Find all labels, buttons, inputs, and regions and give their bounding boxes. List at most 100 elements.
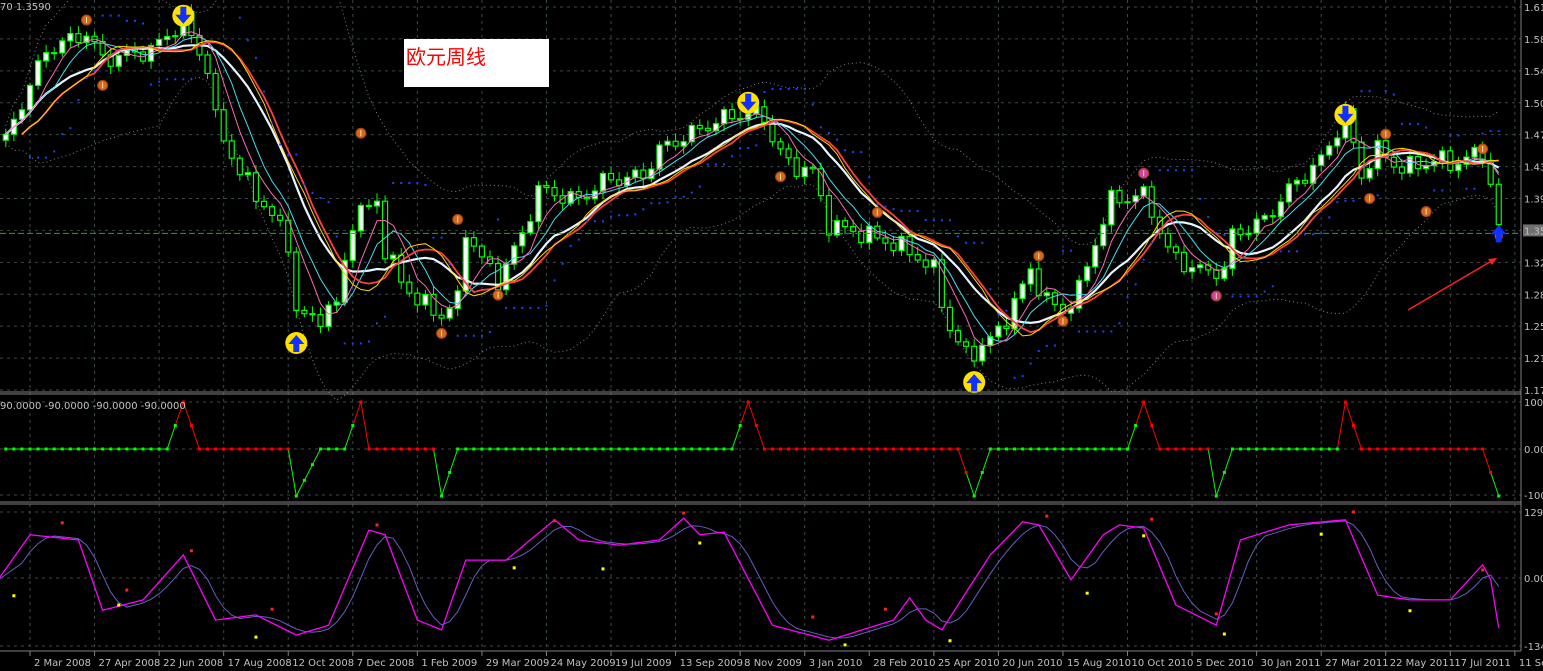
price-panel[interactable] [0, 0, 1521, 401]
candle-body [1398, 166, 1406, 174]
candle [260, 195, 268, 210]
signal-point [1045, 447, 1049, 451]
signal-point [722, 447, 726, 451]
signal-point [93, 447, 97, 451]
candle [963, 338, 970, 354]
candle-body [825, 195, 833, 236]
signal-point [52, 447, 56, 451]
parabolic-sar-dot [1417, 122, 1420, 125]
parabolic-sar-dot [61, 133, 64, 136]
candle-body [946, 306, 954, 332]
candle [75, 26, 82, 48]
signal-point [1384, 447, 1388, 451]
candle [914, 246, 921, 264]
signal-point [609, 447, 613, 451]
candle [99, 33, 106, 59]
signal-point [488, 447, 492, 451]
oscillator-red-dot [1045, 514, 1049, 518]
parabolic-sar-dot [303, 183, 306, 186]
signal-point [520, 447, 524, 451]
candle-body [1092, 245, 1099, 268]
candle [1132, 189, 1139, 210]
signal-point [1029, 447, 1033, 451]
oscillator-yellow-dot [601, 567, 605, 571]
parabolic-sar-dot [1360, 90, 1363, 93]
signal-line-segment [1127, 425, 1137, 450]
candle-body [325, 304, 332, 328]
oscillator-axis-label: 0.00 [1524, 574, 1543, 585]
candle [688, 122, 695, 146]
candle-body [1132, 195, 1139, 203]
parabolic-sar-dot [666, 201, 669, 204]
oscillator-yellow-dot [948, 639, 952, 643]
candle [43, 44, 50, 68]
candle-body [172, 35, 179, 38]
price-axis-label: 1.35 [1524, 226, 1543, 237]
oscillator-axis-label: -134 [1524, 642, 1543, 653]
oscillator-yellow-dot [117, 603, 121, 607]
parabolic-sar-dot [335, 235, 338, 238]
candle [567, 188, 574, 207]
signal-point [1101, 447, 1105, 451]
signal-axis-label: -100 [1524, 491, 1543, 502]
candle [1326, 141, 1333, 160]
parabolic-sar-dot [739, 147, 742, 150]
signal-point [391, 447, 395, 451]
signal-point [1351, 424, 1355, 427]
candle-body [269, 206, 276, 216]
time-axis-label: 24 May 2009 [550, 658, 615, 669]
signal-point [641, 447, 645, 451]
parabolic-sar-dot [1174, 169, 1177, 172]
parabolic-sar-dot [1207, 216, 1210, 219]
candle [1213, 262, 1220, 286]
candle-body [898, 235, 905, 252]
signal-point [270, 447, 274, 451]
signal-indicator-panel[interactable] [4, 400, 1501, 498]
oscillator-red-dot [60, 521, 64, 525]
parabolic-sar-dot [634, 213, 637, 216]
candle-body [987, 336, 994, 346]
candle [381, 195, 389, 264]
parabolic-sar-dot [1134, 283, 1137, 286]
signal-point [1392, 447, 1396, 451]
candle-body [1027, 268, 1034, 285]
candle [1116, 185, 1123, 208]
moving-average-red [21, 41, 1499, 334]
signal-point [327, 447, 331, 451]
signal-point [1319, 447, 1323, 451]
signal-point [351, 424, 355, 427]
parabolic-sar-dot [1078, 330, 1081, 333]
candle-body [995, 325, 1002, 338]
candle [1439, 146, 1446, 169]
candle-body [672, 140, 679, 147]
price-axis-label: 1.25 [1524, 322, 1543, 333]
parabolic-sar-dot [117, 14, 120, 17]
parabolic-sar-dot [706, 163, 709, 166]
candle-body [1301, 179, 1309, 184]
signal-point [690, 447, 694, 451]
candle-body [1406, 155, 1414, 174]
candle-body [83, 35, 90, 44]
signal-point [891, 447, 895, 451]
signal-line-segment [1207, 448, 1217, 497]
parabolic-sar-dot [1408, 122, 1411, 125]
parabolic-sar-dot [618, 214, 621, 217]
moving-average-pink [5, 31, 1500, 347]
candle [559, 188, 566, 211]
signal-point [1214, 494, 1218, 498]
candle [1366, 160, 1373, 183]
signal-point [964, 471, 968, 474]
candle [712, 117, 720, 135]
candle-body [1108, 189, 1115, 226]
signal-point [1295, 447, 1299, 451]
oscillator-panel[interactable] [0, 510, 1500, 647]
parabolic-sar-dot [989, 288, 992, 291]
signal-point [254, 447, 258, 451]
price-axis-label: 1.21 [1524, 354, 1543, 365]
parabolic-sar-dot [1465, 187, 1468, 190]
candle [890, 235, 897, 257]
candle-body [979, 344, 986, 362]
candle [785, 143, 792, 166]
